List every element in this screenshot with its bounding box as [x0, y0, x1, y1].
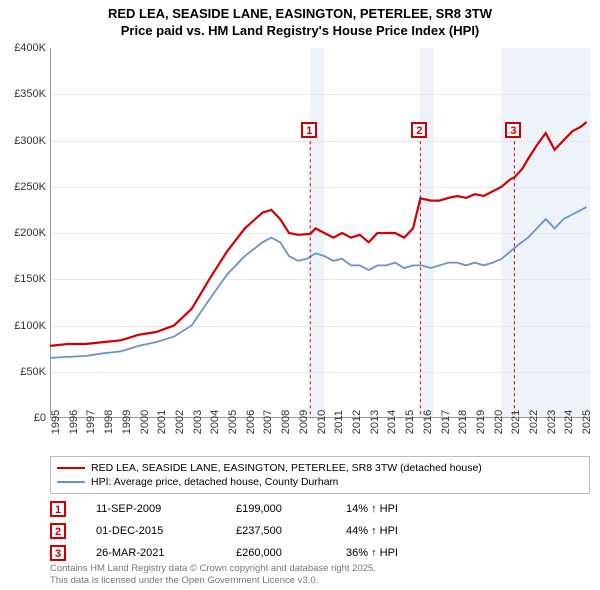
x-tick-label: 1999	[121, 410, 133, 434]
chart-title-line2: Price paid vs. HM Land Registry's House …	[0, 23, 600, 40]
series-price_paid	[50, 122, 587, 346]
sale-price: £199,000	[236, 503, 316, 515]
chart-container: RED LEA, SEASIDE LANE, EASINGTON, PETERL…	[0, 0, 600, 590]
legend-swatch	[57, 481, 85, 483]
y-tick-label: £250K	[14, 181, 46, 193]
x-tick-label: 1997	[85, 410, 97, 434]
sale-hpi: 36% ↑ HPI	[346, 547, 446, 559]
x-tick-label: 2004	[209, 410, 221, 434]
chart-marker: 2	[411, 122, 427, 138]
x-tick-label: 2000	[139, 410, 151, 434]
x-tick-label: 2003	[192, 410, 204, 434]
footer-line: This data is licensed under the Open Gov…	[50, 575, 590, 587]
sale-price: £260,000	[236, 547, 316, 559]
x-tick-label: 2010	[316, 410, 328, 434]
x-tick-label: 2020	[493, 410, 505, 434]
x-tick-label: 2008	[280, 410, 292, 434]
x-tick-label: 1998	[103, 410, 115, 434]
x-tick-label: 2009	[298, 410, 310, 434]
table-row: 3 26-MAR-2021 £260,000 36% ↑ HPI	[50, 542, 590, 564]
chart-marker: 1	[301, 122, 317, 138]
legend: RED LEA, SEASIDE LANE, EASINGTON, PETERL…	[50, 456, 590, 494]
x-tick-label: 2024	[563, 410, 575, 434]
x-tick-label: 2021	[510, 410, 522, 434]
x-tick-label: 2002	[174, 410, 186, 434]
x-tick-label: 2018	[457, 410, 469, 434]
x-tick-label: 2001	[156, 410, 168, 434]
sale-hpi: 14% ↑ HPI	[346, 503, 446, 515]
sale-date: 11-SEP-2009	[96, 503, 206, 515]
legend-label: HPI: Average price, detached house, Coun…	[91, 476, 338, 488]
y-tick-label: £100K	[14, 320, 46, 332]
x-tick-label: 2025	[581, 410, 593, 434]
legend-swatch	[57, 467, 85, 469]
sale-date: 26-MAR-2021	[96, 547, 206, 559]
x-tick-label: 2006	[245, 410, 257, 434]
y-tick-label: £150K	[14, 273, 46, 285]
sale-price: £237,500	[236, 525, 316, 537]
footer-attribution: Contains HM Land Registry data © Crown c…	[50, 563, 590, 587]
y-tick-label: £200K	[14, 227, 46, 239]
x-tick-label: 2011	[333, 410, 345, 434]
x-tick-label: 2005	[227, 410, 239, 434]
sale-hpi: 44% ↑ HPI	[346, 525, 446, 537]
x-tick-label: 2012	[351, 410, 363, 434]
chart-title-line1: RED LEA, SEASIDE LANE, EASINGTON, PETERL…	[0, 0, 600, 23]
table-row: 1 11-SEP-2009 £199,000 14% ↑ HPI	[50, 498, 590, 520]
table-row: 2 01-DEC-2015 £237,500 44% ↑ HPI	[50, 520, 590, 542]
legend-label: RED LEA, SEASIDE LANE, EASINGTON, PETERL…	[91, 462, 482, 474]
x-tick-label: 2022	[528, 410, 540, 434]
sale-marker-icon: 1	[50, 501, 66, 517]
y-tick-label: £50K	[20, 366, 46, 378]
chart-marker: 3	[505, 122, 521, 138]
sales-table: 1 11-SEP-2009 £199,000 14% ↑ HPI 2 01-DE…	[50, 498, 590, 564]
x-tick-label: 1996	[68, 410, 80, 434]
x-tick-label: 2015	[404, 410, 416, 434]
x-tick-label: 2023	[546, 410, 558, 434]
x-tick-label: 2017	[440, 410, 452, 434]
y-tick-label: £400K	[14, 42, 46, 54]
y-tick-label: £350K	[14, 88, 46, 100]
footer-line: Contains HM Land Registry data © Crown c…	[50, 563, 590, 575]
legend-item: RED LEA, SEASIDE LANE, EASINGTON, PETERL…	[57, 461, 583, 475]
sale-marker-icon: 2	[50, 523, 66, 539]
x-tick-label: 2016	[422, 410, 434, 434]
x-tick-label: 2007	[262, 410, 274, 434]
legend-item: HPI: Average price, detached house, Coun…	[57, 475, 583, 489]
y-tick-label: £0	[34, 412, 46, 424]
x-tick-label: 2019	[475, 410, 487, 434]
chart-lines	[50, 48, 590, 418]
x-tick-label: 1995	[50, 410, 62, 434]
sale-date: 01-DEC-2015	[96, 525, 206, 537]
y-tick-label: £300K	[14, 135, 46, 147]
sale-marker-icon: 3	[50, 545, 66, 561]
x-tick-label: 2014	[386, 410, 398, 434]
x-tick-label: 2013	[369, 410, 381, 434]
